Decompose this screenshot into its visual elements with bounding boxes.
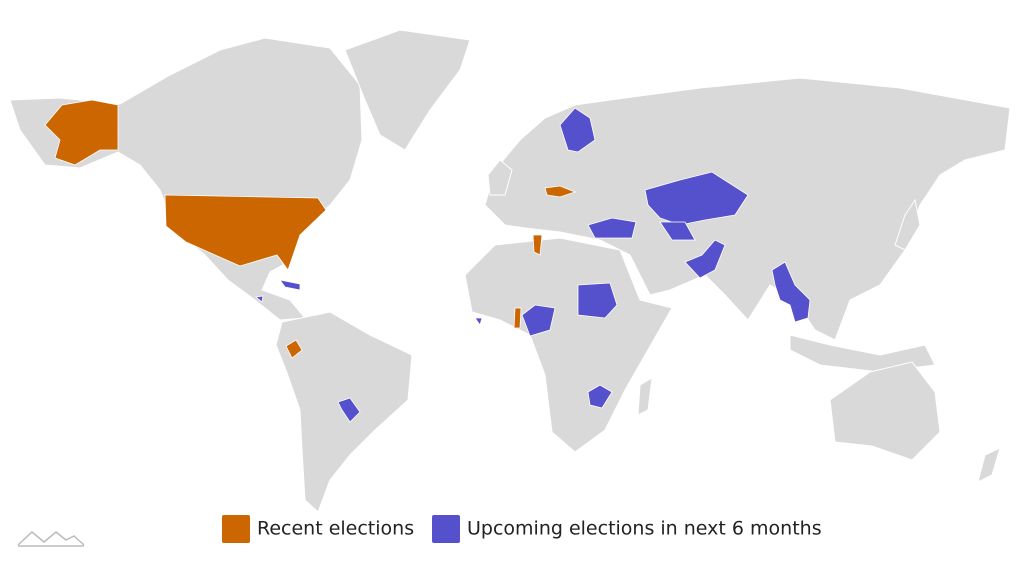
indonesia (789, 334, 936, 373)
highlighted-countries (44, 99, 811, 423)
cuba (279, 279, 301, 291)
legend-swatch (432, 515, 460, 543)
el-salvador (255, 295, 264, 303)
mainland-southeast-asia (771, 261, 811, 323)
united-states (164, 194, 327, 271)
alaska (44, 99, 119, 166)
turkmenistan (659, 221, 696, 241)
greenland (344, 29, 471, 151)
legend-swatch (222, 515, 250, 543)
japan (894, 198, 921, 251)
madagascar (637, 377, 653, 416)
legend-label: Recent elections (257, 518, 414, 540)
eurasia (484, 77, 1011, 341)
sudan (577, 282, 618, 319)
paraguay (337, 397, 361, 423)
czechia-slovakia (544, 185, 577, 198)
legend: Recent elections Upcoming elections in n… (222, 515, 822, 543)
ecuador (285, 339, 303, 359)
benin (513, 307, 522, 329)
australia (829, 361, 941, 461)
new-zealand (977, 447, 1001, 483)
north-america (9, 37, 363, 321)
liberia (474, 317, 483, 326)
tunisia (532, 234, 543, 256)
pakistan (684, 239, 726, 279)
turkey (587, 217, 637, 239)
land (9, 29, 1011, 513)
legend-label: Upcoming elections in next 6 months (467, 518, 822, 540)
nigeria (521, 304, 556, 337)
kazakhstan (644, 171, 749, 226)
finland (559, 107, 596, 153)
logo (17, 531, 85, 547)
british-isles (487, 159, 513, 196)
zimbabwe (587, 384, 613, 409)
